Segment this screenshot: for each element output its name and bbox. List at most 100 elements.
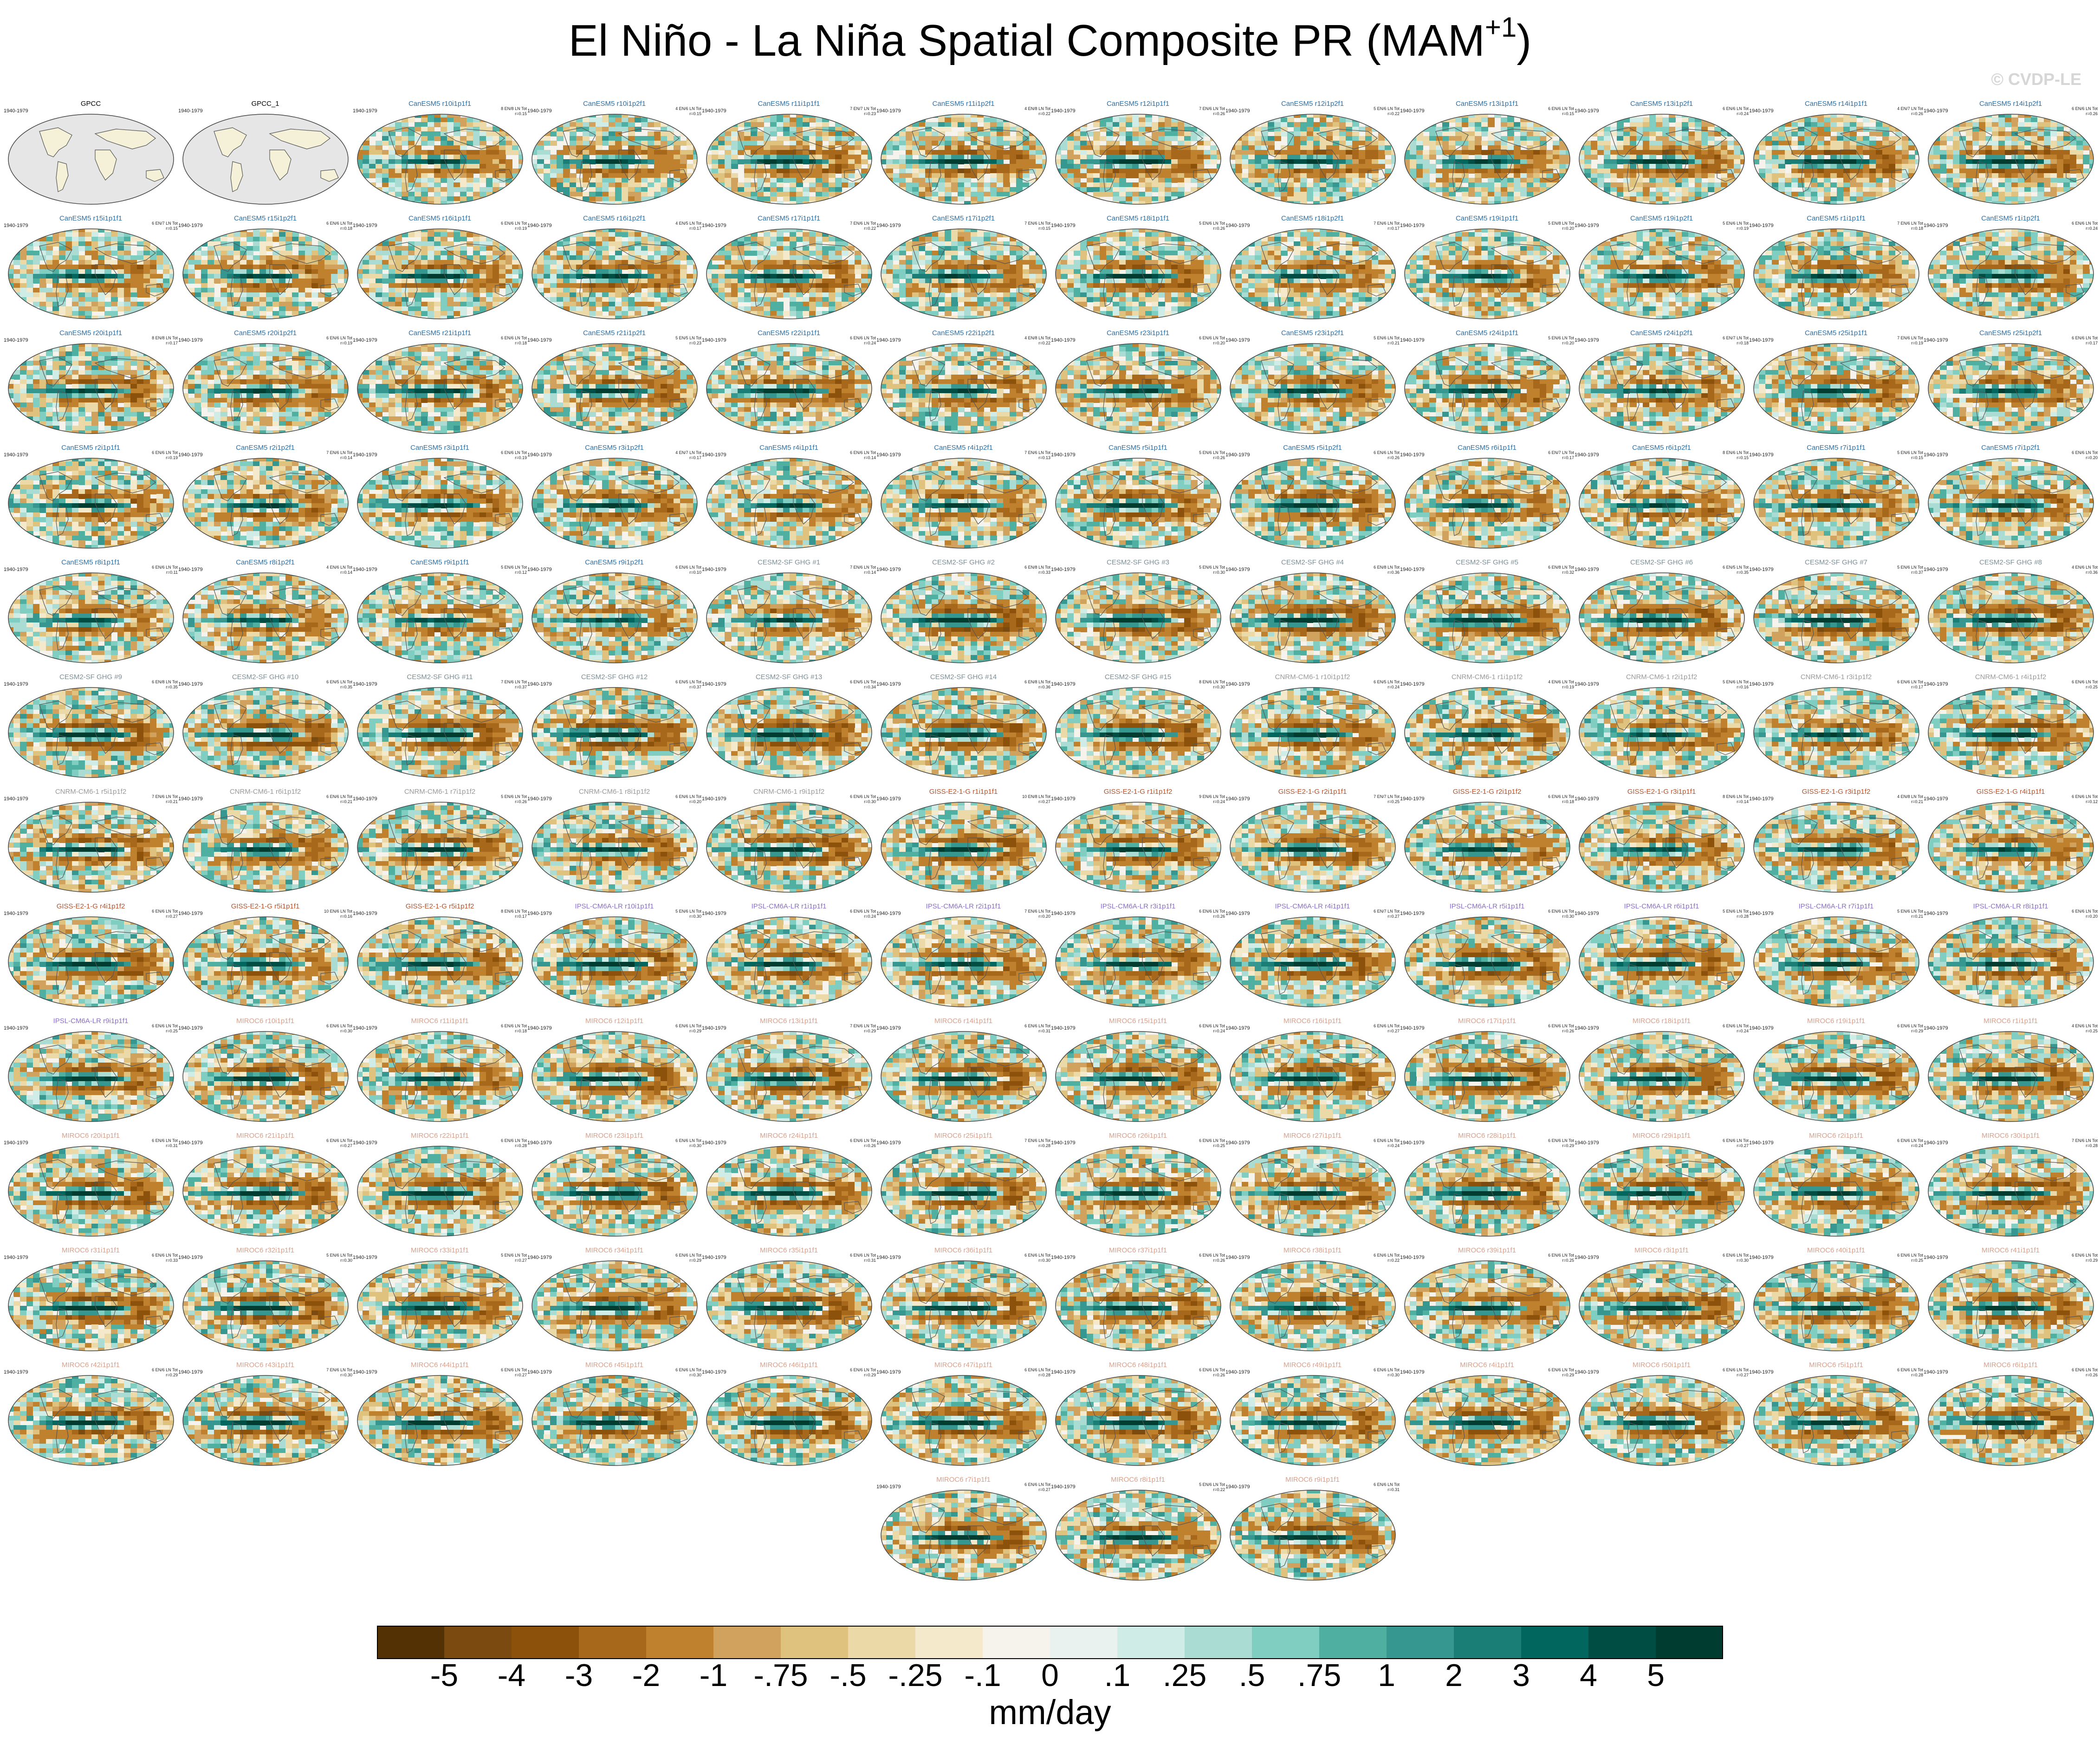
field-cell bbox=[382, 169, 389, 174]
field-cell bbox=[829, 141, 836, 146]
field-cell bbox=[1333, 192, 1340, 197]
field-cell bbox=[1636, 155, 1643, 160]
field-cell bbox=[1863, 173, 1870, 178]
field-cell bbox=[1688, 173, 1695, 178]
composite-map bbox=[1927, 113, 2095, 206]
field-cell bbox=[544, 192, 551, 197]
field-cell bbox=[2070, 155, 2077, 160]
field-cell bbox=[1126, 169, 1133, 174]
field-cell bbox=[2076, 201, 2083, 206]
field-cell bbox=[1546, 187, 1553, 192]
field-cell bbox=[1036, 192, 1043, 197]
field-cell bbox=[1158, 178, 1165, 183]
field-cell bbox=[519, 159, 524, 164]
field-cell bbox=[2018, 150, 2025, 155]
field-cell bbox=[1824, 131, 1831, 136]
field-cell bbox=[1863, 182, 1870, 188]
field-cell bbox=[1359, 159, 1366, 164]
field-cell bbox=[363, 155, 369, 160]
field-cell bbox=[1856, 155, 1863, 160]
field-cell bbox=[790, 201, 797, 206]
field-cell bbox=[1617, 187, 1624, 192]
field-cell bbox=[1385, 122, 1392, 127]
field-cell bbox=[369, 164, 376, 169]
field-cell bbox=[1804, 192, 1811, 197]
field-cell bbox=[751, 182, 758, 188]
field-cell bbox=[674, 169, 681, 174]
field-cell bbox=[1908, 187, 1915, 192]
field-cell bbox=[609, 113, 616, 118]
field-cell bbox=[1145, 159, 1152, 164]
field-cell bbox=[1604, 131, 1611, 136]
field-cell bbox=[1003, 201, 1010, 206]
field-cell bbox=[1908, 117, 1915, 123]
field-cell bbox=[602, 182, 609, 188]
field-cell bbox=[1876, 192, 1883, 197]
field-cell bbox=[537, 196, 544, 201]
field-cell bbox=[1876, 201, 1883, 206]
field-cell bbox=[428, 141, 434, 146]
field-cell bbox=[1817, 131, 1824, 136]
field-cell bbox=[1294, 150, 1301, 155]
field-cell bbox=[506, 182, 512, 188]
field-cell bbox=[1372, 164, 1379, 169]
field-cell bbox=[1320, 155, 1327, 160]
field-cell bbox=[725, 155, 732, 160]
field-cell bbox=[1708, 173, 1715, 178]
field-cell bbox=[156, 227, 163, 233]
field-cell bbox=[1876, 164, 1883, 169]
field-cell bbox=[557, 150, 564, 155]
field-cell bbox=[1578, 122, 1585, 127]
field-cell bbox=[1403, 122, 1410, 127]
field-cell bbox=[1953, 169, 1960, 174]
field-cell bbox=[1488, 141, 1495, 146]
field-cell bbox=[1669, 178, 1676, 183]
field-cell bbox=[519, 117, 524, 123]
field-cell bbox=[2018, 155, 2025, 160]
field-cell bbox=[1527, 150, 1534, 155]
field-cell bbox=[1727, 192, 1734, 197]
field-cell bbox=[648, 122, 655, 127]
field-cell bbox=[1669, 127, 1676, 132]
field-cell bbox=[1119, 169, 1126, 174]
field-cell bbox=[1985, 173, 1992, 178]
field-cell bbox=[441, 173, 447, 178]
field-cell bbox=[1074, 201, 1081, 206]
field-cell bbox=[1759, 201, 1766, 206]
field-cell bbox=[1772, 145, 1779, 150]
field-cell bbox=[848, 173, 855, 178]
field-cell bbox=[356, 192, 363, 197]
field-cell bbox=[1165, 117, 1172, 123]
field-cell bbox=[2076, 196, 2083, 201]
field-cell bbox=[1158, 155, 1165, 160]
field-cell bbox=[78, 237, 85, 242]
field-cell bbox=[408, 136, 415, 141]
field-cell bbox=[1940, 196, 1947, 201]
field-cell bbox=[1339, 164, 1346, 169]
field-cell bbox=[1902, 145, 1909, 150]
field-cell bbox=[770, 127, 777, 132]
field-cell bbox=[712, 150, 719, 155]
field-cell bbox=[1003, 178, 1010, 183]
field-cell bbox=[674, 192, 681, 197]
field-cell bbox=[441, 178, 447, 183]
field-cell bbox=[2005, 145, 2012, 150]
field-cell bbox=[1255, 201, 1262, 206]
field-cell bbox=[1933, 150, 1940, 155]
field-cell bbox=[661, 169, 668, 174]
field-cell bbox=[1869, 178, 1876, 183]
field-cell bbox=[1649, 196, 1656, 201]
field-cell bbox=[622, 117, 629, 123]
field-cell bbox=[615, 169, 622, 174]
field-cell bbox=[1274, 169, 1281, 174]
field-cell bbox=[1475, 155, 1482, 160]
field-cell bbox=[1346, 173, 1353, 178]
field-cell bbox=[1197, 155, 1204, 160]
field-cell bbox=[1462, 196, 1469, 201]
field-cell bbox=[1403, 187, 1410, 192]
field-cell bbox=[389, 182, 395, 188]
field-cell bbox=[635, 169, 642, 174]
field-cell bbox=[356, 136, 363, 141]
field-cell bbox=[602, 201, 609, 206]
field-cell bbox=[868, 127, 873, 132]
